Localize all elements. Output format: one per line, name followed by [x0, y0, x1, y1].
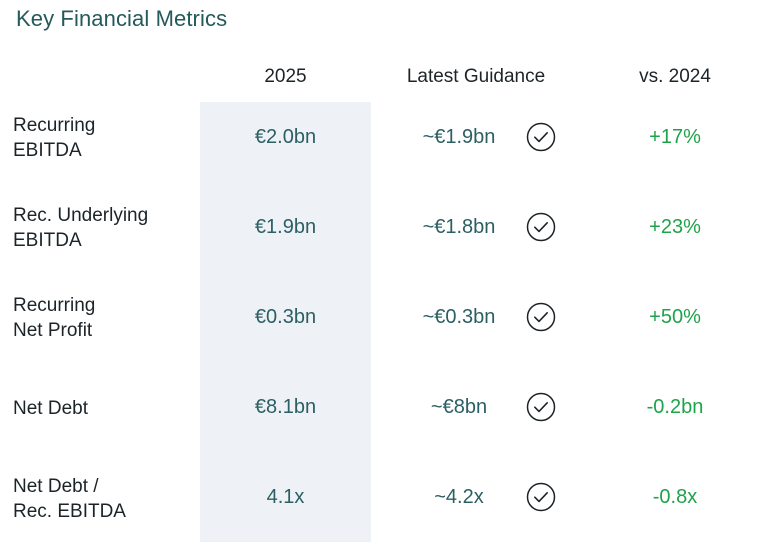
- guidance-value: ~€1.8bn: [422, 216, 496, 238]
- metric-label-line1: Recurring: [13, 295, 96, 316]
- vs-2024-value: +50%: [649, 306, 701, 328]
- vs-2024-value: -0.8x: [652, 486, 698, 508]
- metric-label-line2: EBITDA: [13, 140, 82, 161]
- metric-label-line2: EBITDA: [13, 230, 82, 251]
- vs-2024-value: -0.2bn: [646, 396, 704, 418]
- value-2025: 4.1x: [266, 486, 305, 508]
- metric-label-line2: Rec. EBITDA: [13, 501, 126, 522]
- metric-label: Recurring EBITDA: [13, 113, 198, 163]
- metric-label-line1: Net Debt /: [13, 476, 99, 497]
- header-latest-guidance: Latest Guidance: [406, 66, 546, 87]
- page-title: Key Financial Metrics: [16, 6, 228, 31]
- table-row: Net Debt €8.1bn ~€8bn -0.2bn: [0, 372, 761, 462]
- metric-label-line1: Recurring: [13, 115, 96, 136]
- table-row: Recurring Net Profit €0.3bn ~€0.3bn +50%: [0, 282, 761, 372]
- check-circle-icon: [526, 122, 556, 152]
- guidance-value: ~4.2x: [434, 486, 484, 508]
- vs-2024-value: +23%: [649, 216, 701, 238]
- value-2025: €2.0bn: [254, 126, 317, 148]
- metric-label: Rec. Underlying EBITDA: [13, 203, 198, 253]
- value-2025: €1.9bn: [254, 216, 317, 238]
- table-row: Rec. Underlying EBITDA €1.9bn ~€1.8bn +2…: [0, 192, 761, 282]
- check-circle-icon: [526, 212, 556, 242]
- metric-label: Net Debt: [13, 396, 198, 421]
- table-row: Recurring EBITDA €2.0bn ~€1.9bn +17%: [0, 102, 761, 192]
- highlight-column-2025: [200, 102, 371, 542]
- metric-label: Recurring Net Profit: [13, 293, 198, 343]
- guidance-value: ~€0.3bn: [422, 306, 496, 328]
- header-2025: 2025: [264, 66, 307, 87]
- metric-label-line1: Net Debt: [13, 398, 88, 419]
- check-circle-icon: [526, 482, 556, 512]
- guidance-value: ~€1.9bn: [422, 126, 496, 148]
- header-vs-2024: vs. 2024: [639, 66, 711, 87]
- value-2025: €8.1bn: [254, 396, 317, 418]
- vs-2024-value: +17%: [649, 126, 701, 148]
- check-circle-icon: [526, 392, 556, 422]
- table-row: Net Debt / Rec. EBITDA 4.1x ~4.2x -0.8x: [0, 462, 761, 552]
- metric-label-line2: Net Profit: [13, 320, 93, 341]
- value-2025: €0.3bn: [254, 306, 317, 328]
- metric-label: Net Debt / Rec. EBITDA: [13, 474, 198, 524]
- guidance-value: ~€8bn: [430, 396, 488, 418]
- check-circle-icon: [526, 302, 556, 332]
- metric-label-line1: Rec. Underlying: [13, 205, 149, 226]
